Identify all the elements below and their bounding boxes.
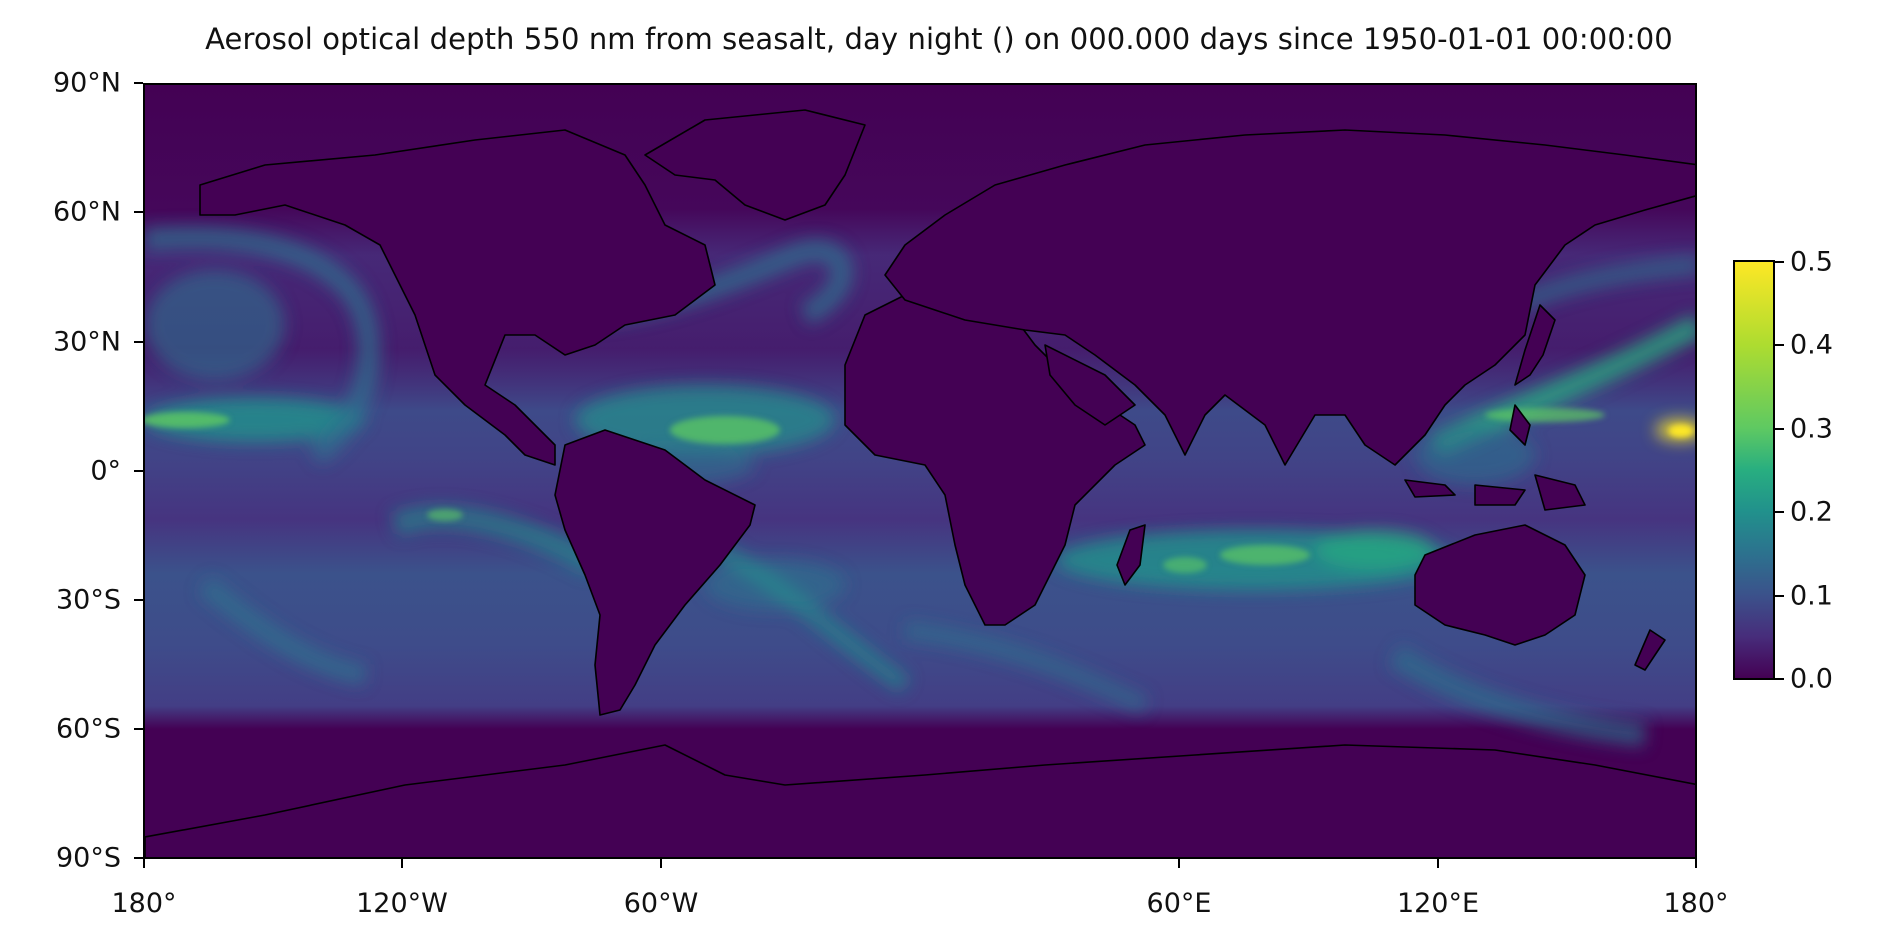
coastline-new-zealand: [1634, 629, 1666, 671]
coastlines: [145, 109, 1695, 857]
y-tick-mark-30n: [134, 341, 143, 343]
y-tick-mark-90n: [134, 82, 143, 84]
colorbar-label: 0.0: [1790, 663, 1833, 695]
y-tick-label: 90°S: [56, 842, 121, 874]
colorbar-label: 0.5: [1790, 246, 1833, 278]
coastline-australia: [1414, 524, 1586, 646]
coastline-greenland: [644, 109, 866, 221]
coastline-madagascar: [1116, 524, 1146, 586]
x-tick-label: 60°E: [1146, 888, 1212, 919]
y-tick-label: 60°N: [52, 196, 121, 228]
x-tick-mark-120e: [1437, 859, 1439, 868]
colorbar-label: 0.2: [1790, 496, 1833, 528]
colorbar-label: 0.3: [1790, 413, 1833, 445]
coastline-japan: [1514, 304, 1556, 386]
coastline-arabia: [1044, 344, 1136, 426]
x-tick-mark-120w: [401, 859, 403, 868]
colorbar-tick: [1775, 595, 1784, 597]
aerosol-field-map: [145, 85, 1695, 857]
y-tick-label: 30°N: [52, 326, 121, 358]
coastline-philippines: [1509, 404, 1531, 446]
coastline-antarctica: [145, 744, 1695, 857]
colorbar-tick: [1775, 261, 1784, 263]
y-tick-mark-0: [134, 470, 143, 472]
y-tick-label: 0°: [90, 455, 121, 487]
x-tick-mark-60e: [1178, 859, 1180, 868]
y-tick-label: 60°S: [56, 713, 121, 745]
y-tick-label: 30°S: [56, 584, 121, 616]
x-tick-label: 120°E: [1396, 888, 1480, 919]
x-tick-label: 180°: [111, 888, 177, 919]
x-tick-mark-60w: [660, 859, 662, 868]
colorbar-tick: [1775, 428, 1784, 430]
y-tick-mark-60n: [134, 211, 143, 213]
x-tick-mark-180w: [143, 859, 145, 868]
x-tick-mark-180e: [1695, 859, 1697, 868]
y-tick-mark-60s: [134, 728, 143, 730]
colorbar-tick: [1775, 511, 1784, 513]
x-tick-label: 60°W: [623, 888, 699, 919]
coastline-eurasia: [884, 129, 1695, 466]
x-tick-label: 180°: [1663, 888, 1729, 919]
colorbar-tick: [1775, 678, 1784, 680]
y-tick-label: 90°N: [52, 67, 121, 99]
y-tick-mark-90s: [134, 857, 143, 859]
colorbar-label: 0.4: [1790, 329, 1833, 361]
x-tick-label: 120°W: [356, 888, 448, 919]
map-title: Aerosol optical depth 550 nm from seasal…: [205, 22, 1673, 56]
coastline-north-america: [199, 129, 716, 466]
y-tick-mark-30s: [134, 599, 143, 601]
coastline-indonesia: [1404, 479, 1456, 498]
map-panel: [143, 83, 1697, 859]
colorbar-tick: [1775, 344, 1784, 346]
colorbar: [1733, 260, 1775, 680]
colorbar-label: 0.1: [1790, 580, 1833, 612]
coastline-south-america: [554, 429, 756, 716]
